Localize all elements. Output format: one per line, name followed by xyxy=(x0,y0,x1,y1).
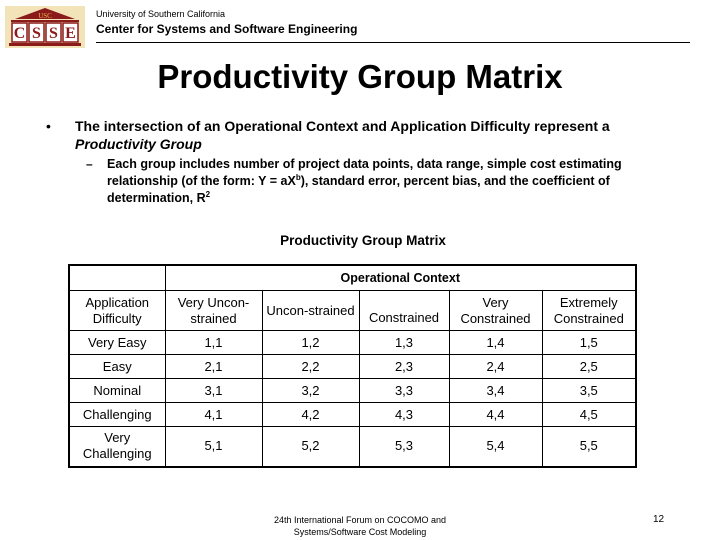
table-row: Easy 2,1 2,2 2,3 2,4 2,5 xyxy=(68,354,638,379)
table-cell: 3,3 xyxy=(358,378,450,403)
table-cell: 4,3 xyxy=(358,402,450,427)
table-cell: 2,5 xyxy=(541,354,638,379)
sub-bullet-text-b: ), standard error, percent bias, and the… xyxy=(107,174,610,205)
table-row: Challenging 4,1 4,2 4,3 4,4 4,5 xyxy=(68,402,638,427)
row-label: Nominal xyxy=(68,378,166,403)
slide-title: Productivity Group Matrix xyxy=(157,58,563,95)
application-difficulty-header: Application Difficulty xyxy=(68,290,166,331)
table-cell: 5,5 xyxy=(541,426,638,468)
bullet-text-plain: The intersection of an Operational Conte… xyxy=(75,118,610,134)
table-cell: 4,1 xyxy=(164,402,263,427)
table-cell: 3,5 xyxy=(541,378,638,403)
column-header: Very Uncon-strained xyxy=(164,290,263,331)
superscript-2: 2 xyxy=(205,190,211,199)
table-cell: 1,3 xyxy=(358,330,450,355)
table-cell: 1,2 xyxy=(261,330,360,355)
table-cell: 2,3 xyxy=(358,354,450,379)
table-row: Very Easy 1,1 1,2 1,3 1,4 1,5 xyxy=(68,330,638,355)
table-cell: 2,4 xyxy=(448,354,543,379)
table-cell: 1,4 xyxy=(448,330,543,355)
table-row: Very Challenging 5,1 5,2 5,3 5,4 5,5 xyxy=(68,426,638,468)
table-row: Nominal 3,1 3,2 3,3 3,4 3,5 xyxy=(68,378,638,403)
bullet-marker: • xyxy=(46,118,51,134)
csse-logo: USC C S S E xyxy=(5,6,85,48)
column-header: Uncon-strained xyxy=(261,290,360,331)
svg-text:E: E xyxy=(65,25,76,42)
table-cell: 2,2 xyxy=(261,354,360,379)
footer-line-2: Systems/Software Cost Modeling xyxy=(293,527,427,537)
header-divider xyxy=(96,42,690,43)
table-cell: 5,4 xyxy=(448,426,543,468)
table-cell: 1,5 xyxy=(541,330,638,355)
empty-corner-cell xyxy=(68,264,166,291)
table-cell: 4,4 xyxy=(448,402,543,427)
svg-text:S: S xyxy=(49,25,58,42)
center-name: Center for Systems and Software Engineer… xyxy=(96,22,358,36)
svg-text:C: C xyxy=(14,25,26,42)
row-label: Very Easy xyxy=(68,330,166,355)
table-cell: 5,3 xyxy=(358,426,450,468)
svg-text:USC: USC xyxy=(38,12,52,20)
table-cell: 2,1 xyxy=(164,354,263,379)
footer-line-1: 24th International Forum on COCOMO and xyxy=(273,515,447,525)
table-caption: Productivity Group Matrix xyxy=(280,233,446,248)
footer-text: 24th International Forum on COCOMO and S… xyxy=(230,514,490,538)
column-header: Constrained xyxy=(358,290,450,331)
productivity-matrix-table: Operational Context Application Difficul… xyxy=(68,264,638,468)
table-cell: 3,1 xyxy=(164,378,263,403)
operational-context-header: Operational Context xyxy=(164,264,638,291)
table-cell: 4,5 xyxy=(541,402,638,427)
superscript-b: b xyxy=(295,173,301,182)
row-label: Easy xyxy=(68,354,166,379)
page-number: 12 xyxy=(653,514,665,525)
table-cell: 5,2 xyxy=(261,426,360,468)
table-cell: 1,1 xyxy=(164,330,263,355)
table-cell: 3,2 xyxy=(261,378,360,403)
bullet-text: The intersection of an Operational Conte… xyxy=(75,117,675,153)
bullet-text-italic: Productivity Group xyxy=(75,136,202,152)
table-cell: 3,4 xyxy=(448,378,543,403)
row-label: Very Challenging xyxy=(68,426,166,468)
university-name: University of Southern California xyxy=(96,9,226,19)
svg-text:S: S xyxy=(32,25,41,42)
row-label: Challenging xyxy=(68,402,166,427)
table-cell: 5,1 xyxy=(164,426,263,468)
sub-bullet-text: Each group includes number of project da… xyxy=(107,156,687,207)
sub-bullet-text-a: Each group includes number of project da… xyxy=(107,157,622,188)
table-column-header-row: Application Difficulty Very Uncon-strain… xyxy=(68,290,638,331)
sub-bullet-marker: – xyxy=(86,157,93,171)
table-group-header-row: Operational Context xyxy=(68,264,638,291)
column-header: Very Constrained xyxy=(448,290,543,331)
table-cell: 4,2 xyxy=(261,402,360,427)
column-header: Extremely Constrained xyxy=(541,290,638,331)
